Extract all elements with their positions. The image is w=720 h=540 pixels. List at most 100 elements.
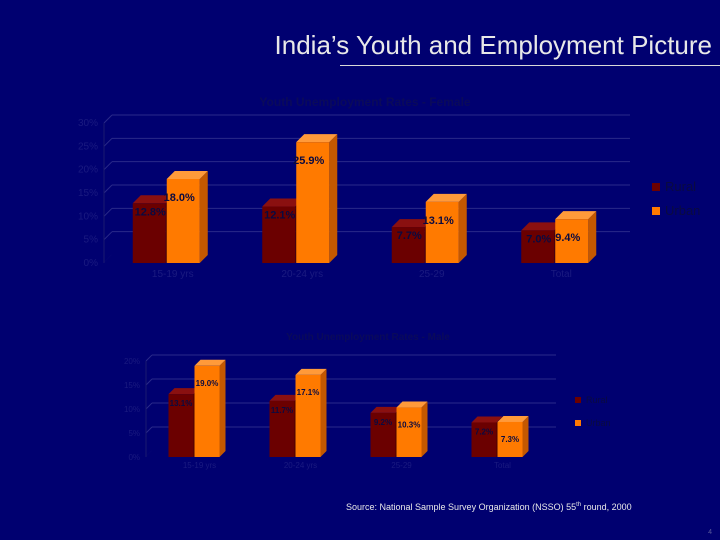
female-legend-label-urban: Urban (665, 203, 700, 218)
male-data-label: 10.3% (398, 421, 421, 430)
male-grid-diag (145, 426, 153, 434)
female-bar-top (132, 195, 174, 204)
male-y-tick-label: 15% (124, 381, 140, 390)
page-number: 4 (708, 529, 712, 536)
female-bar-urban (296, 142, 330, 263)
female-data-label: 12.8% (135, 206, 166, 218)
female-category-label: Total (551, 269, 572, 280)
female-y-tick-label: 5% (84, 235, 99, 246)
male-unemployment-chart: Youth Unemployment Rates - Male 0% 5% 10% 15… (118, 327, 678, 470)
female-y-tick-label: 20% (78, 165, 98, 176)
female-bar-top (262, 198, 304, 207)
male-bar-rural (269, 400, 295, 457)
male-y-tick-label: 0% (128, 453, 140, 462)
slide-title: India’s Youth and Employment Picture (274, 30, 712, 60)
source-suffix: round, 2000 (581, 502, 632, 512)
female-y-tick-label: 15% (78, 188, 98, 199)
female-legend-swatch-rural (652, 183, 660, 191)
male-bar-top (295, 368, 327, 375)
female-bar-urban (555, 219, 589, 263)
female-bar-top (296, 134, 338, 143)
female-bar-urban (166, 179, 200, 263)
female-title: Youth Unemployment Rates - Female (259, 95, 470, 109)
female-bar-top (425, 193, 467, 202)
female-grid-diag (103, 161, 113, 171)
male-bar-side (219, 359, 226, 457)
male-y-tick-label: 5% (128, 429, 140, 438)
male-data-label: 7.2% (475, 427, 493, 436)
female-data-label: 13.1% (423, 215, 454, 227)
female-legend-label-rural: Rural (665, 179, 696, 194)
female-bar-top (166, 171, 208, 179)
female-bar-top (391, 219, 433, 228)
female-data-label: 18.0% (164, 192, 195, 204)
female-y-tick-label: 0% (84, 258, 99, 269)
male-bar-top (370, 406, 402, 413)
female-y-tick-label: 30% (78, 118, 98, 129)
female-grid-diag (103, 184, 113, 194)
female-data-label: 7.7% (397, 230, 422, 242)
male-grid-diag (145, 354, 153, 362)
male-bar-top (396, 401, 428, 408)
source-note: Source: National Sample Survey Organizat… (346, 502, 632, 512)
male-bar-top (194, 359, 226, 366)
female-bar-top (555, 211, 597, 220)
male-y-tick-label: 20% (124, 357, 140, 366)
female-bar-side (588, 211, 597, 263)
female-data-label: 9.4% (555, 232, 580, 244)
male-bar-side (421, 401, 428, 457)
female-data-label: 25.9% (293, 155, 324, 167)
female-bar-side (458, 193, 467, 263)
female-category-label: 25-29 (419, 269, 445, 280)
male-bar-top (497, 415, 529, 422)
male-category-label: Total (494, 461, 511, 470)
female-data-label: 12.1% (264, 210, 295, 222)
male-data-label: 19.0% (196, 379, 219, 388)
female-bar-rural (132, 203, 166, 263)
male-category-label: 25-29 (391, 461, 412, 470)
female-bar-rural (391, 227, 425, 263)
male-bar-side (320, 368, 327, 457)
female-category-label: 20-24 yrs (281, 269, 323, 280)
female-grid-diag (103, 114, 113, 124)
male-title: Youth Unemployment Rates - Male (286, 332, 450, 343)
female-bar-rural (521, 230, 555, 263)
male-bar-rural (370, 412, 396, 457)
female-grid-diag (103, 231, 113, 241)
male-data-label: 7.3% (501, 435, 519, 444)
female-y-tick-label: 25% (78, 141, 98, 152)
male-data-label: 13.1% (170, 399, 193, 408)
male-bar-side (522, 415, 529, 457)
male-bar-top (471, 416, 503, 423)
male-bar-rural (168, 394, 194, 457)
female-unemployment-chart: Youth Unemployment Rates - Female 0% 5% 10%… (64, 89, 720, 280)
male-legend-swatch-rural (575, 397, 581, 403)
male-bar-urban (497, 421, 523, 457)
male-data-label: 9.2% (374, 418, 392, 427)
female-category-label: 15-19 yrs (152, 269, 194, 280)
male-bar-top (269, 394, 301, 401)
female-grid-diag (103, 207, 113, 217)
female-y-tick-label: 10% (78, 211, 98, 222)
female-legend-swatch-urban (652, 207, 660, 215)
male-y-tick-label: 10% (124, 405, 140, 414)
male-category-label: 20-24 yrs (284, 461, 317, 470)
male-grid-diag (145, 378, 153, 386)
female-bar-urban (425, 201, 459, 263)
female-bar-side (199, 171, 208, 263)
female-bar-top (521, 222, 563, 231)
male-bar-rural (471, 422, 497, 457)
male-bar-urban (396, 407, 422, 457)
title-underline (340, 65, 720, 66)
male-legend-label-urban: Urban (586, 418, 611, 428)
female-bar-side (329, 134, 338, 263)
male-legend-swatch-urban (575, 420, 581, 426)
source-superscript: th (576, 502, 582, 508)
male-bar-top (168, 388, 200, 395)
male-grid-diag (145, 402, 153, 410)
male-bar-urban (295, 374, 321, 457)
male-legend-label-rural: Rural (586, 395, 608, 405)
male-data-label: 11.7% (271, 406, 293, 415)
male-bar-urban (194, 365, 220, 457)
female-grid-diag (103, 137, 113, 147)
